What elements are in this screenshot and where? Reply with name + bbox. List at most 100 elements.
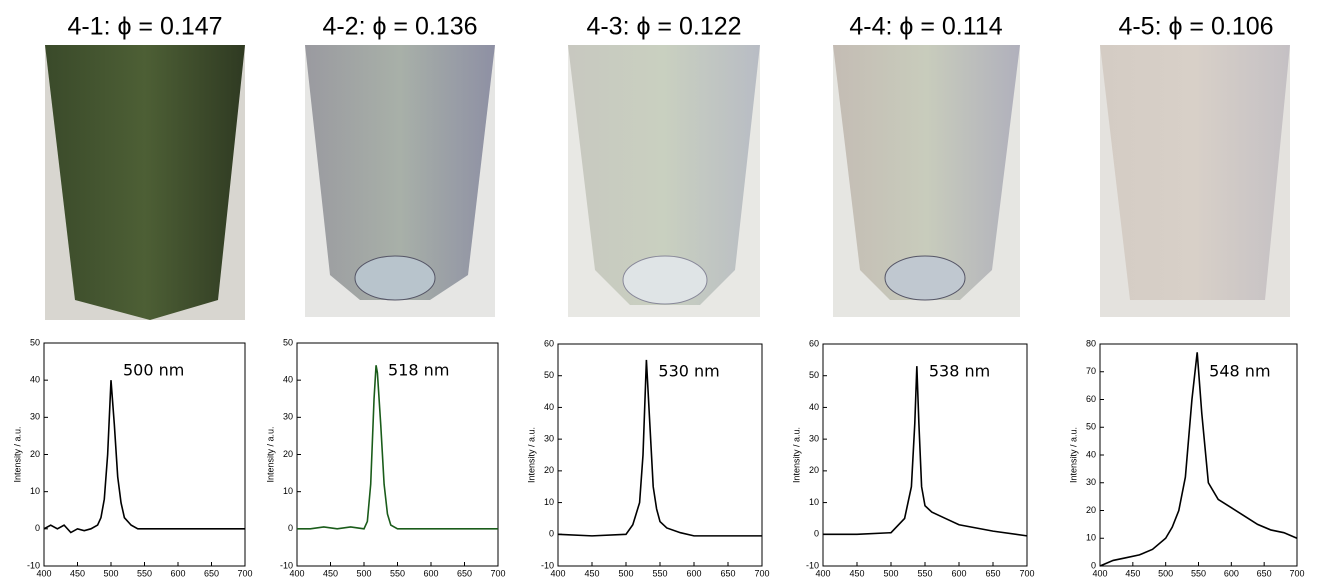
x-tick-label: 450 [849,568,864,577]
y-tick-label: -10 [806,560,819,570]
y-tick-label: 30 [30,412,40,422]
y-tick-label: 20 [283,449,293,459]
x-tick-label: 500 [1158,568,1173,577]
y-axis-label: Intensity / a.u. [791,427,801,483]
y-tick-label: 50 [1086,422,1096,432]
x-tick-label: 700 [490,568,505,577]
y-tick-label: 0 [549,529,554,539]
y-tick-label: 20 [544,465,554,475]
x-tick-label: 650 [457,568,472,577]
y-tick-label: 50 [809,370,819,380]
y-tick-label: 10 [1086,533,1096,543]
photos [45,45,1290,320]
panel-title: 4-5: ϕ = 0.106 [1118,13,1273,41]
x-tick-label: 450 [1125,568,1140,577]
vial [833,45,1020,300]
x-tick-label: 500 [618,568,633,577]
vial [305,45,495,300]
spectrum-line [43,380,245,534]
y-tick-label: 0 [288,523,293,533]
y-tick-label: 40 [30,375,40,385]
y-tick-label: 20 [1086,505,1096,515]
x-tick-label: 400 [1092,568,1107,577]
y-tick-label: 50 [283,337,293,347]
x-tick-label: 650 [720,568,735,577]
y-tick-label: 60 [544,338,554,348]
x-tick-label: 700 [754,568,769,577]
plot-frame [822,343,1028,567]
meniscus [354,255,436,301]
y-tick-label: -10 [27,560,40,570]
x-tick-label: 700 [237,568,252,577]
vial [45,45,245,320]
panel-title: 4-4: ϕ = 0.114 [849,13,1002,41]
peak-annotation: 530 nm [658,362,719,381]
spectrum-line [823,366,1028,537]
x-tick-label: 600 [423,568,438,577]
x-tick-label: 600 [170,568,185,577]
y-axis-label: Intensity / a.u. [265,426,275,482]
x-tick-label: 400 [815,568,830,577]
x-tick-label: 600 [686,568,701,577]
y-tick-label: 10 [809,497,819,507]
y-tick-label: 40 [283,375,293,385]
x-tick-label: 700 [1289,568,1304,577]
x-tick-label: 650 [1257,568,1272,577]
y-tick-label: 30 [1086,477,1096,487]
x-tick-label: 600 [1224,568,1239,577]
y-tick-label: 0 [35,523,40,533]
y-tick-label: 40 [809,402,819,412]
y-tick-label: 70 [1086,366,1096,376]
spectrum-line [1099,352,1298,567]
spectrum-line [297,365,498,530]
y-tick-label: 30 [544,434,554,444]
x-tick-label: 400 [36,568,51,577]
panel-title: 4-1: ϕ = 0.147 [67,13,222,41]
y-tick-label: 10 [30,486,40,496]
y-tick-label: 30 [809,434,819,444]
y-tick-label: 0 [1091,560,1096,570]
x-tick-label: 500 [103,568,118,577]
peak-annotation: 518 nm [388,361,449,380]
y-tick-label: 10 [283,486,293,496]
panel-title: 4-2: ϕ = 0.136 [322,13,477,41]
x-tick-label: 500 [356,568,371,577]
x-tick-label: 450 [584,568,599,577]
y-axis-label: Intensity / a.u. [526,427,536,483]
y-tick-label: -10 [541,560,554,570]
meniscus [884,255,966,301]
y-tick-label: 80 [1086,338,1096,348]
x-tick-label: 400 [550,568,565,577]
panel-title: 4-3: ϕ = 0.122 [586,13,741,41]
x-tick-label: 550 [137,568,152,577]
y-tick-label: 30 [283,412,293,422]
y-tick-label: 60 [809,338,819,348]
y-tick-label: 60 [1086,394,1096,404]
peak-annotation: 548 nm [1209,362,1270,381]
y-tick-label: 50 [30,337,40,347]
x-tick-label: 500 [883,568,898,577]
vial [568,45,760,305]
x-tick-label: 450 [70,568,85,577]
peak-annotation: 500 nm [123,361,184,380]
y-tick-label: 0 [814,529,819,539]
x-tick-label: 550 [390,568,405,577]
spectrum-line [557,359,762,537]
x-tick-label: 550 [917,568,932,577]
y-axis-label: Intensity / a.u. [12,426,22,482]
y-tick-label: 20 [30,449,40,459]
x-tick-label: 700 [1019,568,1034,577]
y-tick-label: 40 [544,402,554,412]
y-tick-label: 50 [544,370,554,380]
x-tick-label: 450 [323,568,338,577]
y-tick-label: 40 [1086,449,1096,459]
y-tick-label: -10 [280,560,293,570]
y-tick-label: 10 [544,497,554,507]
y-axis-label: Intensity / a.u. [1068,427,1078,483]
x-tick-label: 400 [289,568,304,577]
x-tick-label: 650 [985,568,1000,577]
vial [1100,45,1290,300]
x-tick-label: 600 [951,568,966,577]
